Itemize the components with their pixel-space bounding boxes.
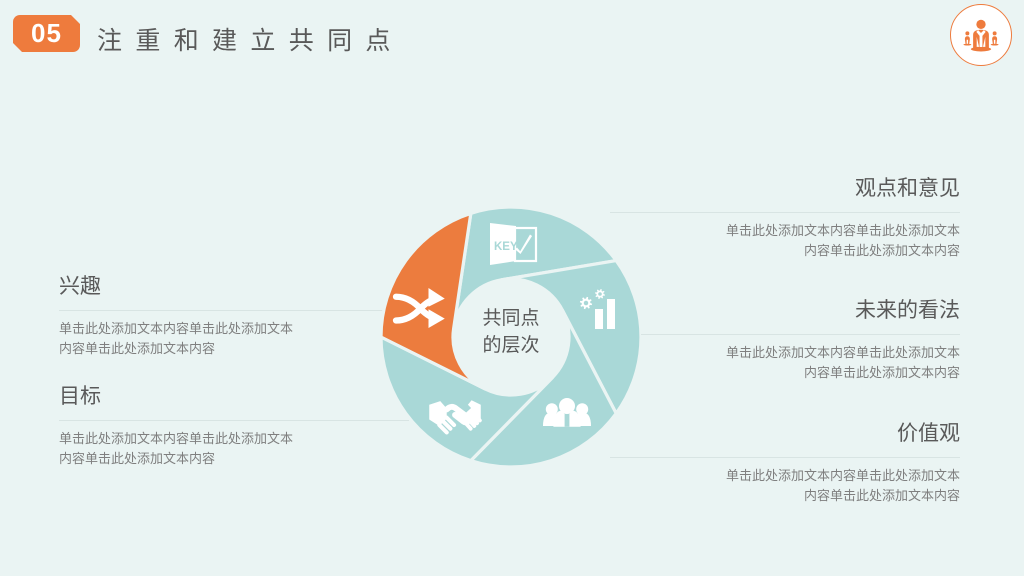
svg-text:KEY: KEY [494,241,518,253]
